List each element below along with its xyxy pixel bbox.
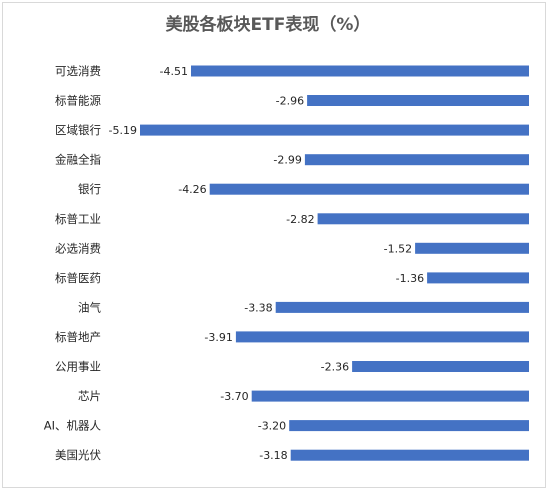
category-label: 必选消费 [55, 241, 101, 255]
category-label: 油气 [78, 300, 101, 314]
bar [289, 420, 529, 432]
data-label: -4.26 [178, 183, 206, 196]
category-label: 美国光伏 [55, 448, 101, 462]
category-label: 芯片 [78, 389, 101, 403]
category-label: 公用事业 [55, 360, 101, 374]
data-label: -3.38 [244, 301, 272, 314]
category-label: 标普能源 [55, 94, 101, 108]
category-label: 标普医药 [55, 271, 101, 285]
category-label: 标普工业 [55, 212, 101, 226]
bar [251, 390, 529, 402]
data-label: -3.18 [259, 449, 287, 462]
category-label: 可选消费 [55, 64, 101, 78]
bar [140, 124, 529, 136]
data-label: -2.99 [273, 154, 301, 167]
category-label: 标普地产 [55, 330, 101, 344]
category-label: 区域银行 [55, 123, 101, 137]
data-label: -1.36 [396, 272, 424, 285]
bars-group [140, 65, 529, 461]
bar [307, 95, 529, 106]
value-labels: -4.51 -2.96 -5.19 -2.99 -4.26 -2.82 -1.52 -1.36… [109, 65, 425, 462]
chart-title: 美股各板块ETF表现（%） [166, 14, 371, 35]
bar [317, 213, 529, 225]
data-label: -5.19 [109, 124, 137, 137]
bar [191, 65, 529, 77]
bar [235, 331, 529, 343]
data-label: -2.36 [321, 361, 349, 374]
bar [275, 301, 529, 313]
data-label: -1.52 [384, 242, 412, 255]
data-label: -2.96 [276, 95, 304, 108]
data-label: -3.91 [204, 331, 232, 344]
bar [209, 183, 529, 195]
category-label: AI、机器人 [44, 419, 102, 433]
data-label: -3.20 [258, 420, 286, 433]
bar [304, 154, 529, 166]
category-label: 金融全指 [55, 153, 101, 167]
data-label: -3.70 [220, 390, 248, 403]
data-label: -2.82 [286, 213, 314, 226]
data-label: -4.51 [160, 65, 188, 78]
bar [415, 242, 529, 254]
category-labels: 可选消费标普能源区域银行金融全指银行标普工业必选消费标普医药油气标普地产公用事业… [44, 64, 102, 462]
bar [427, 272, 529, 284]
category-label: 银行 [78, 182, 101, 196]
bar [352, 361, 529, 372]
bar [290, 449, 529, 461]
